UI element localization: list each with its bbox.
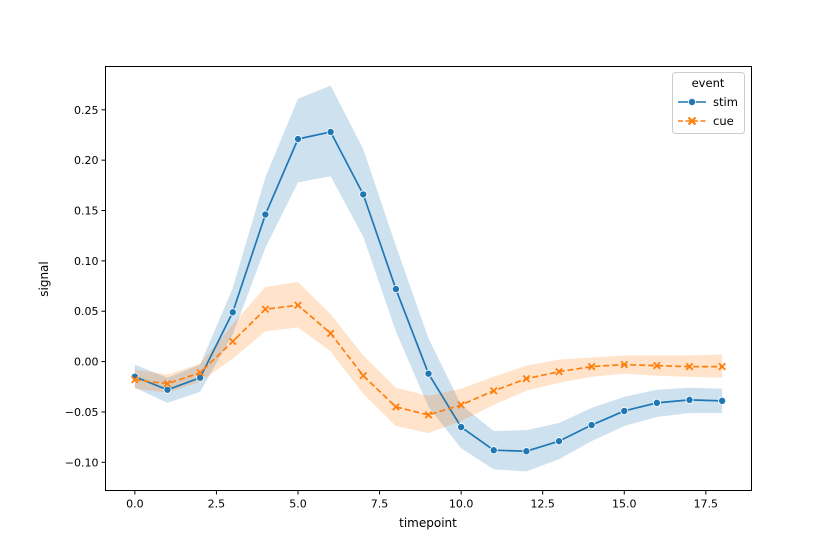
data-point-stim [620, 406, 629, 415]
legend-stim-label: stim [713, 95, 738, 109]
y-tick-label: −0.05 [65, 406, 99, 419]
data-point-cue [457, 401, 465, 409]
data-point-stim [652, 398, 661, 407]
data-point-stim [196, 373, 205, 382]
x-tick-label: 5.0 [289, 498, 307, 511]
data-point-stim [326, 127, 335, 136]
data-point-stim [424, 369, 433, 378]
y-tick-label: 0.25 [74, 104, 99, 117]
legend-cue-label: cue [713, 114, 734, 128]
axes-frame [105, 66, 752, 491]
x-axis-label: timepoint [399, 516, 457, 530]
ci-band-cue [134, 282, 723, 434]
x-tick-label: 0.0 [126, 498, 144, 511]
y-tick-label: 0.15 [74, 205, 99, 218]
data-point-stim [587, 421, 596, 430]
data-point-cue [620, 360, 629, 369]
data-point-stim [489, 446, 498, 455]
data-point-cue [326, 329, 335, 338]
data-point-cue [163, 379, 172, 388]
data-point-cue [359, 371, 368, 380]
data-point-stim [359, 190, 368, 199]
data-point-cue [261, 305, 270, 314]
plot-area [130, 85, 727, 472]
y-tick-label: −0.10 [65, 456, 99, 469]
data-point-cue [653, 361, 661, 370]
legend: event stim cue [672, 72, 745, 134]
data-point-stim [685, 395, 694, 404]
y-tick-label: 0.05 [74, 305, 99, 318]
data-point-stim [457, 423, 466, 432]
data-point-stim [718, 396, 727, 405]
data-point-cue [489, 386, 498, 395]
data-point-cue [228, 337, 237, 346]
data-point-cue [718, 362, 726, 371]
data-point-cue [392, 403, 400, 411]
data-point-cue [555, 367, 563, 376]
data-point-cue [196, 368, 204, 377]
x-tick-label: 10.0 [449, 498, 474, 511]
data-point-cue [685, 362, 694, 371]
y-axis-label: signal [37, 261, 51, 297]
data-point-stim [293, 135, 302, 144]
data-point-stim [228, 308, 237, 317]
x-tick-label: 15.0 [612, 498, 637, 511]
x-tick-label: 7.5 [371, 498, 389, 511]
data-point-stim [555, 437, 564, 446]
axes: 0.0 2.5 5.0 7.5 10.0 12.5 15.0 17.5 −0.10 −0.05 0.… [65, 104, 718, 511]
data-point-cue [131, 375, 139, 384]
y-tick-label: 0.00 [74, 356, 99, 369]
legend-stim-marker [688, 98, 697, 107]
x-tick-label: 2.5 [208, 498, 226, 511]
data-point-stim [163, 385, 172, 394]
data-point-cue [587, 362, 596, 371]
x-tick-label: 12.5 [530, 498, 555, 511]
legend-title: event [692, 76, 725, 90]
data-point-stim [261, 210, 270, 219]
y-tick-label: 0.10 [74, 255, 99, 268]
data-point-cue [294, 301, 302, 310]
data-point-cue [424, 411, 433, 419]
legend-cue-marker [687, 116, 697, 126]
data-point-stim [391, 285, 400, 294]
x-tick-label: 17.5 [694, 498, 719, 511]
data-point-cue [522, 374, 531, 383]
y-tick-label: 0.20 [74, 154, 99, 167]
data-point-stim [522, 447, 531, 456]
ci-band-stim [134, 85, 723, 472]
